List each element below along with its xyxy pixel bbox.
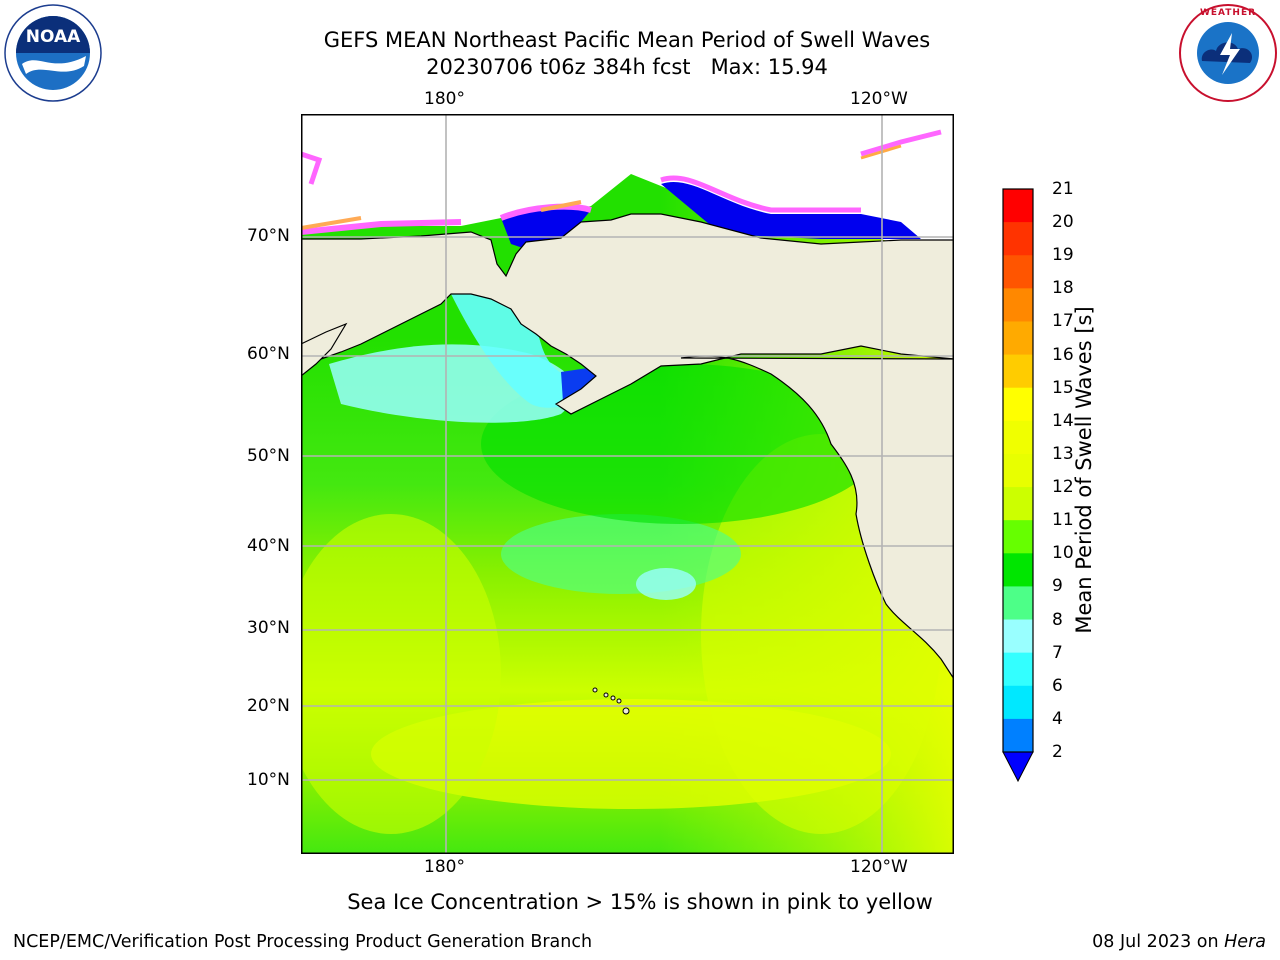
- credit-text: NCEP/EMC/Verification Post Processing Pr…: [13, 932, 593, 952]
- colorbar-segment: [1003, 586, 1033, 621]
- lon-label-top-120w: 120°W: [850, 89, 908, 109]
- colorbar-segment: [1003, 553, 1033, 587]
- colorbar-segment: [1003, 652, 1033, 687]
- colorbar-tick-label: 2: [1052, 742, 1063, 762]
- land-kamchatka: [301, 322, 348, 377]
- colorbar-segment: [1003, 718, 1033, 753]
- land-north-america: [680, 355, 954, 681]
- colorbar-extend-arrow: [1002, 751, 1034, 783]
- colorbar-tick-label: 4: [1052, 708, 1063, 729]
- swell-period-map: [301, 114, 954, 854]
- colorbar-segment: [1003, 387, 1033, 422]
- sea-ice-note: Sea Ice Concentration > 15% is shown in …: [347, 890, 933, 914]
- colorbar-tick-label: 10: [1052, 543, 1074, 564]
- colorbar-segment: [1003, 685, 1033, 720]
- colorbar-segment: [1003, 321, 1033, 356]
- colorbar-tick-label: 21: [1052, 179, 1074, 199]
- generation-date: 08 Jul 2023 on Hera: [1092, 932, 1266, 952]
- lat-label-50n: 50°N: [247, 446, 290, 466]
- lat-label-70n: 70°N: [247, 226, 290, 246]
- colorbar-segment: [1003, 619, 1033, 654]
- colorbar-segment: [1003, 189, 1033, 223]
- generation-date-prefix: 08 Jul 2023 on: [1092, 932, 1225, 952]
- map-subtitle: 20230706 t06z 384h fcst Max: 15.94: [426, 55, 828, 79]
- colorbar-tick-label: 18: [1052, 278, 1074, 299]
- colorbar-segment: [1003, 520, 1033, 554]
- lon-label-bottom-120w: 120°W: [850, 857, 908, 877]
- colorbar: [1002, 187, 1034, 783]
- map-frame: [301, 114, 954, 854]
- colorbar-tick-label: 7: [1052, 642, 1063, 663]
- nws-logo: WEATHER: [1178, 3, 1278, 103]
- colorbar-tick-label: 8: [1052, 609, 1063, 630]
- colorbar-tick-label: 6: [1052, 675, 1063, 696]
- period-zone-low-mid: [501, 514, 741, 594]
- lat-label-10n: 10°N: [247, 770, 290, 790]
- svg-text:WEATHER: WEATHER: [1200, 8, 1256, 18]
- noaa-logo: NOAA: [4, 4, 102, 102]
- colorbar-tick-label: 15: [1052, 377, 1074, 398]
- colorbar-label: Mean Period of Swell Waves [s]: [1072, 306, 1096, 634]
- colorbar-tick-label: 20: [1052, 212, 1074, 233]
- colorbar-segment: [1003, 487, 1033, 521]
- colorbar-tick-label: 14: [1052, 410, 1074, 431]
- colorbar-segment: [1003, 420, 1033, 455]
- lat-label-60n: 60°N: [247, 344, 290, 364]
- noaa-logo-text: NOAA: [26, 27, 81, 47]
- lon-label-top-180: 180°: [424, 89, 465, 109]
- colorbar-tick-label: 16: [1052, 344, 1074, 365]
- period-zone-lowest-mid: [636, 568, 696, 600]
- colorbar-segment: [1003, 354, 1033, 389]
- colorbar-tick-label: 19: [1052, 245, 1074, 266]
- lat-label-40n: 40°N: [247, 536, 290, 556]
- map-title: GEFS MEAN Northeast Pacific Mean Period …: [323, 28, 931, 52]
- graticule: [301, 114, 954, 854]
- colorbar-tick-label: 13: [1052, 443, 1074, 464]
- lat-label-20n: 20°N: [247, 696, 290, 716]
- period-zone-high-west: [301, 514, 501, 834]
- colorbar-tick-labels: 2 4 6 7 8 9 10 11 12 13 14 15 16 17 18 19 20 21: [1052, 179, 1092, 780]
- colorbar-tick-label: 11: [1052, 510, 1074, 531]
- colorbar-segment: [1003, 255, 1033, 289]
- lat-label-30n: 30°N: [247, 618, 290, 638]
- machine-name: Hera: [1224, 932, 1266, 952]
- colorbar-segment: [1003, 453, 1033, 488]
- colorbar-tick-label: 9: [1052, 576, 1063, 597]
- colorbar-segment: [1003, 288, 1033, 322]
- hawaii-island: [592, 687, 598, 693]
- lon-label-bottom-180: 180°: [424, 857, 465, 877]
- colorbar-tick-label: 12: [1052, 477, 1074, 498]
- colorbar-tick-label: 17: [1052, 311, 1074, 332]
- colorbar-segment: [1003, 222, 1033, 256]
